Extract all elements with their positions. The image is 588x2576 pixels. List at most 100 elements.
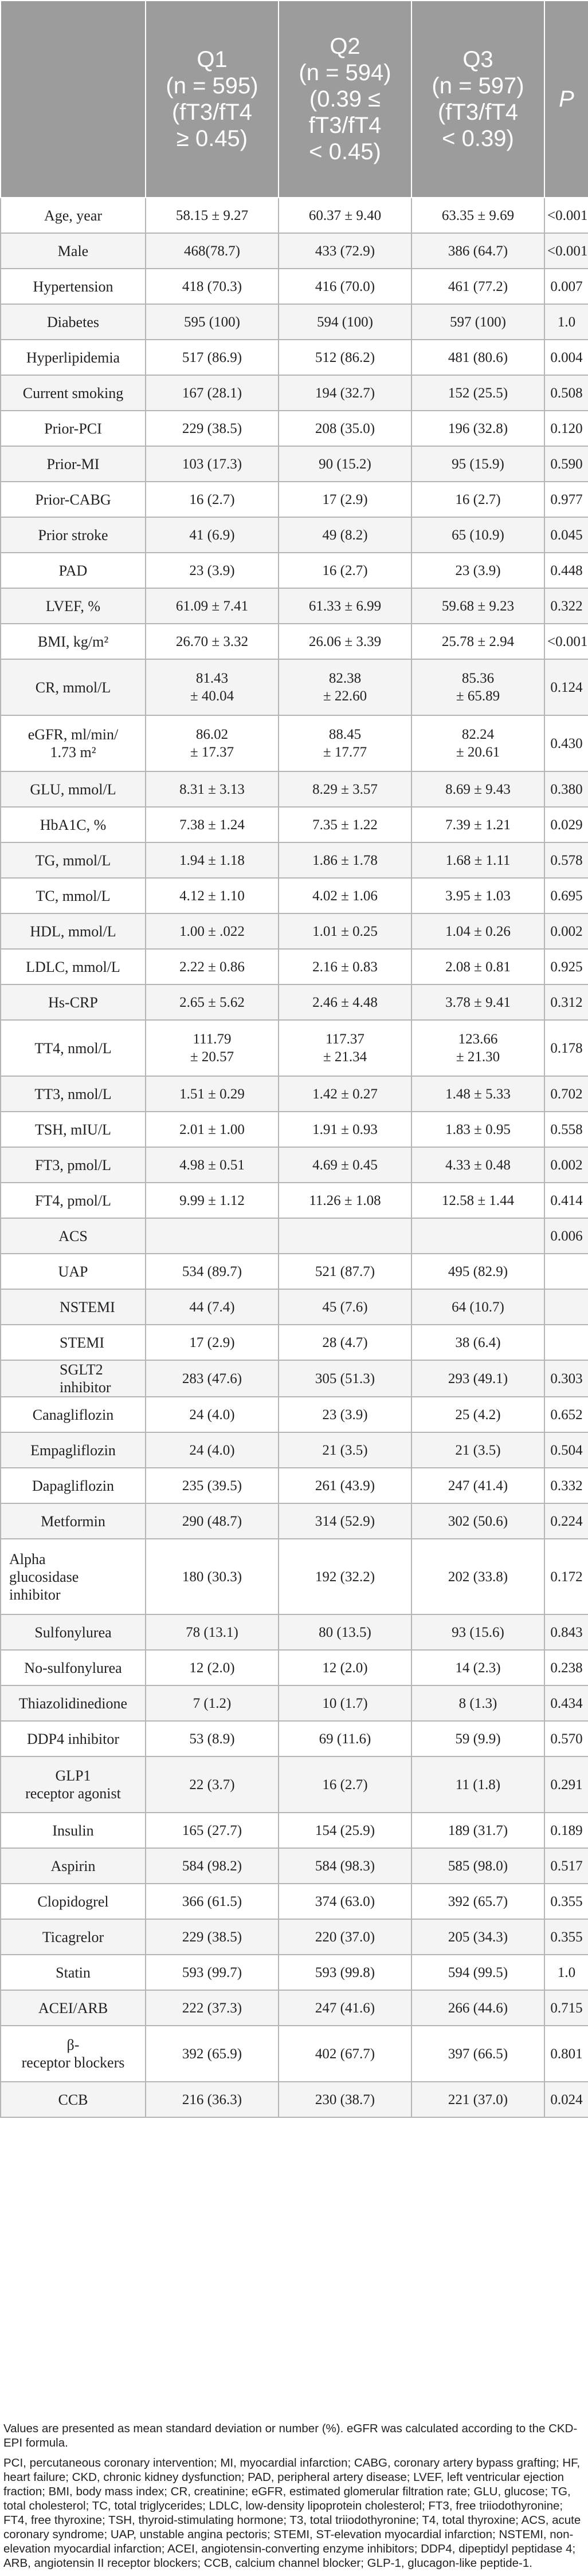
- value-cell-q1: 229 (38.5): [145, 1919, 279, 1955]
- row-label-text: Alpha: [9, 1550, 46, 1567]
- value-cell-q2: 220 (37.0): [278, 1919, 412, 1955]
- header-q1-title: Q1: [197, 47, 228, 72]
- row-label: Age, year: [0, 197, 146, 234]
- table-footnotes: Values are presented as mean standard de…: [3, 2421, 585, 2576]
- p-value-cell: 0.238: [544, 1649, 588, 1686]
- value-cell-q2: 594 (100): [278, 304, 412, 340]
- value-cell-q3: 293 (49.1): [411, 1360, 545, 1397]
- p-value-cell: 0.448: [544, 552, 588, 589]
- row-label: STEMI: [0, 1324, 146, 1361]
- header-q2-range-b: fT3/fT4: [308, 113, 382, 138]
- row-label-text: No-sulfonylurea: [24, 1659, 122, 1676]
- table-row: Aspirin 584 (98.2) 584 (98.3) 585 (98.0) 0.5…: [0, 1848, 588, 1884]
- p-value-cell: 0.517: [544, 1848, 588, 1884]
- value-cell-q3: 221 (37.0): [411, 2081, 545, 2118]
- p-value-cell: 0.006: [544, 1218, 588, 1254]
- header-q3-n: (n = 597): [432, 73, 524, 99]
- value-cell-q3: 64 (10.7): [411, 1289, 545, 1325]
- row-label: Dapagliflozin: [0, 1467, 146, 1504]
- value-text: 81.43: [195, 671, 229, 686]
- value-cell-q1: 111.79 ± 20.57: [145, 1019, 279, 1077]
- value-cell-q2: 305 (51.3): [278, 1360, 412, 1397]
- row-label-text: Statin: [56, 1964, 91, 1981]
- header-empty-cell: [0, 0, 146, 198]
- value-cell-q3: 85.36 ± 65.89: [411, 659, 545, 716]
- header-q2-range-a: (0.39 ≤: [309, 86, 381, 112]
- p-value-cell: 0.303: [544, 1360, 588, 1397]
- table-row: Statin 593 (99.7) 593 (99.8) 594 (99.5) 1.0: [0, 1954, 588, 1991]
- value-cell-q2: 117.37 ± 21.34: [278, 1019, 412, 1077]
- table-row: β-receptor blockers 392 (65.9) 402 (67.7) 3…: [0, 2025, 588, 2082]
- row-label-text: Thiazolidinedione: [18, 1695, 128, 1712]
- value-cell-q1: 17 (2.9): [145, 1324, 279, 1361]
- row-label: Prior stroke: [0, 517, 146, 553]
- header-q3: Q3 (n = 597) (fT3/fT4 < 0.39): [411, 0, 545, 198]
- table-row: Prior-PCI 229 (38.5) 208 (35.0) 196 (32.8) 0…: [0, 410, 588, 447]
- row-label: β-receptor blockers: [0, 2025, 146, 2082]
- row-label: LDLC, mmol/L: [0, 948, 146, 985]
- row-label: Hyperlipidemia: [0, 339, 146, 376]
- value-cell-q2: 23 (3.9): [278, 1396, 412, 1433]
- value-cell-q2: 8.29 ± 3.57: [278, 771, 412, 808]
- value-cell-q1: 26.70 ± 3.32: [145, 623, 279, 660]
- row-label-text: Prior-MI: [46, 455, 100, 472]
- value-cell-q2: 45 (7.6): [278, 1289, 412, 1325]
- value-cell-q2: 10 (1.7): [278, 1685, 412, 1722]
- row-label: FT3, pmol/L: [0, 1147, 146, 1183]
- value-cell-q1: 23 (3.9): [145, 552, 279, 589]
- row-label-text: Ticagrelor: [42, 1928, 104, 1945]
- row-label: Ticagrelor: [0, 1919, 146, 1955]
- table-row: Canagliflozin 24 (4.0) 23 (3.9) 25 (4.2) 0.6…: [0, 1396, 588, 1433]
- row-label-text: FT3, pmol/L: [35, 1156, 111, 1173]
- table-row: Insulin 165 (27.7) 154 (25.9) 189 (31.7) 0.1…: [0, 1812, 588, 1849]
- row-label: Insulin: [0, 1812, 146, 1849]
- table-row: BMI, kg/m² 26.70 ± 3.32 26.06 ± 3.39 25.78 …: [0, 623, 588, 660]
- value-cell-q2: 194 (32.7): [278, 375, 412, 411]
- table-row: TT4, nmol/L 111.79 ± 20.57 117.37 ± 21.34 123…: [0, 1019, 588, 1077]
- row-label: TSH, mIU/L: [0, 1111, 146, 1148]
- row-label-text: Dapagliflozin: [32, 1477, 114, 1494]
- value-cell-q2: 584 (98.3): [278, 1848, 412, 1884]
- value-cell-q3: 82.24 ± 20.61: [411, 715, 545, 772]
- p-value-cell: 0.224: [544, 1503, 588, 1539]
- value-cell-q3: 7.39 ± 1.21: [411, 806, 545, 843]
- value-cell-q2: 7.35 ± 1.22: [278, 806, 412, 843]
- value-cell-q3: [411, 1218, 545, 1254]
- value-text: 123.66: [458, 1031, 498, 1047]
- value-cell-q1: 584 (98.2): [145, 1848, 279, 1884]
- table-row: GLU, mmol/L 8.31 ± 3.13 8.29 ± 3.57 8.69 ± …: [0, 771, 588, 808]
- value-cell-q3: 59 (9.9): [411, 1720, 545, 1757]
- value-cell-q2: 374 (63.0): [278, 1883, 412, 1920]
- table-row: FT3, pmol/L 4.98 ± 0.51 4.69 ± 0.45 4.33 ± …: [0, 1147, 588, 1183]
- row-label-text: FT4, pmol/L: [35, 1192, 111, 1209]
- value-cell-q1: 468(78.7): [145, 233, 279, 269]
- value-cell-q2: 416 (70.0): [278, 268, 412, 305]
- p-value-cell: 0.570: [544, 1720, 588, 1757]
- value-cell-q2: 4.02 ± 1.06: [278, 877, 412, 914]
- p-value-cell: 1.0: [544, 304, 588, 340]
- table-row: TT3, nmol/L 1.51 ± 0.29 1.42 ± 0.27 1.48 ± …: [0, 1076, 588, 1112]
- row-label: Hypertension: [0, 268, 146, 305]
- table-row: STEMI 17 (2.9) 28 (4.7) 38 (6.4): [0, 1324, 588, 1361]
- row-label: Prior-CABG: [0, 481, 146, 518]
- header-q2-range-c: < 0.45): [309, 139, 381, 164]
- table-row: CR, mmol/L 81.43 ± 40.04 82.38 ± 22.60 85.36 ±…: [0, 659, 588, 716]
- p-value-cell: 0.801: [544, 2025, 588, 2082]
- value-cell-q2: 11.26 ± 1.08: [278, 1182, 412, 1219]
- row-label-text: UAP: [58, 1263, 88, 1280]
- p-value-cell: 0.024: [544, 2081, 588, 2118]
- row-label: Diabetes: [0, 304, 146, 340]
- value-cell-q1: 290 (48.7): [145, 1503, 279, 1539]
- value-cell-q1: 1.94 ± 1.18: [145, 842, 279, 879]
- value-cell-q3: 59.68 ± 9.23: [411, 588, 545, 624]
- row-label-text: β-: [66, 2037, 80, 2053]
- value-cell-q2: 512 (86.2): [278, 339, 412, 376]
- row-label: BMI, kg/m²: [0, 623, 146, 660]
- p-value-cell: 0.652: [544, 1396, 588, 1433]
- row-label: ACEI/ARB: [0, 1990, 146, 2026]
- value-cell-q2: 69 (11.6): [278, 1720, 412, 1757]
- value-cell-q1: 41 (6.9): [145, 517, 279, 553]
- row-label-text: TG, mmol/L: [35, 852, 111, 869]
- row-label-text: Prior-CABG: [35, 491, 111, 508]
